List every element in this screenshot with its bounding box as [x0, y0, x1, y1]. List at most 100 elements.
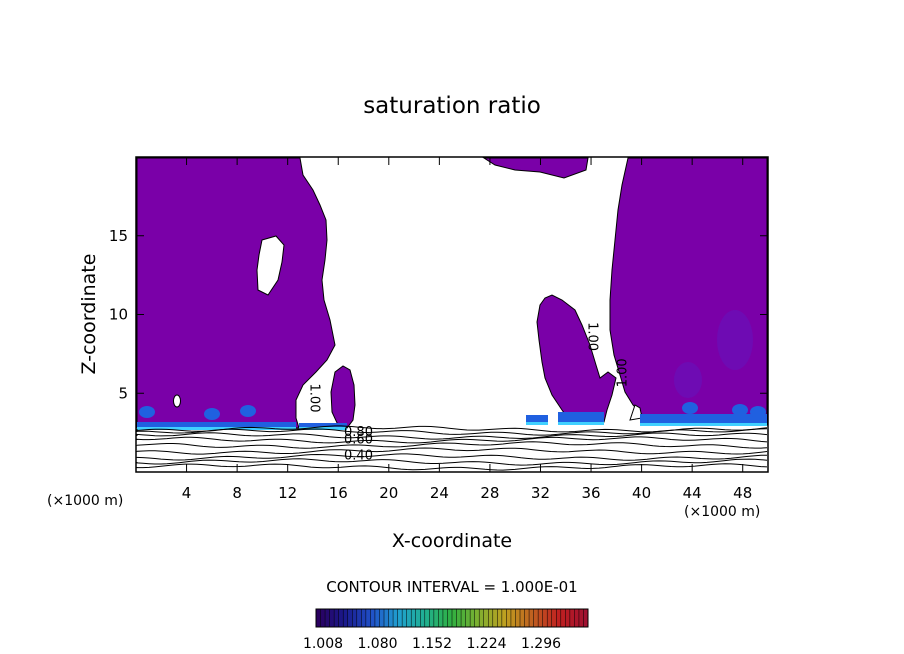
colorbar-swatch [452, 609, 457, 627]
x-tick-label: 20 [379, 484, 398, 502]
colorbar-swatch [465, 609, 471, 627]
colorbar-swatch [474, 609, 480, 627]
colorbar-swatch [411, 609, 417, 627]
colorbar-swatch [501, 609, 507, 627]
colorbar-swatch [397, 609, 403, 627]
colorbar-swatch [488, 609, 494, 627]
contour-line [136, 463, 768, 471]
contour-label: 0.40 [344, 448, 373, 463]
contour-labels: 1.00 1.00 1.00 0.800.600.40 [306, 322, 630, 463]
x-tick-label: 28 [480, 484, 499, 502]
x-tick-label: 36 [581, 484, 600, 502]
chart-title: saturation ratio [363, 93, 541, 119]
x-unit-label-left: (×1000 m) [47, 493, 123, 509]
colorbar-swatch [524, 609, 530, 627]
fill-region-top [482, 157, 589, 179]
colorbar-swatch [325, 609, 330, 627]
colorbar-labels: 1.008 1.080 1.152 1.224 1.296 [303, 636, 561, 652]
x-tick-label: 44 [683, 484, 702, 502]
x-tick-label: 48 [733, 484, 752, 502]
colorbar-swatch [316, 609, 321, 627]
contour-label: 1.00 [615, 358, 630, 387]
contour-line [136, 441, 768, 449]
band-blob [750, 406, 766, 418]
colorbar-swatch [347, 609, 353, 627]
colorbar-swatch [429, 609, 435, 627]
colorbar-swatch [352, 609, 358, 627]
shade-patch [717, 310, 753, 370]
colorbar-swatch [533, 609, 539, 627]
band-blob [732, 404, 748, 416]
band-highlight [526, 422, 548, 425]
colorbar-frame [315, 608, 589, 628]
colorbar-swatch [556, 609, 562, 627]
plot-area: 1.001.001.000.800.600.40 4 8 12 16 20 24 28 32 3… [109, 156, 769, 502]
colorbar-label: 1.296 [521, 636, 561, 652]
fill-region-mid [536, 294, 617, 425]
colorbar-swatch [538, 609, 543, 627]
colorbar-swatch [320, 609, 326, 627]
colorbar-swatch [384, 609, 389, 627]
colorbar-swatch [542, 609, 548, 627]
colorbar-swatch [497, 609, 503, 627]
colorbar-swatch [456, 609, 462, 627]
contour-label: 1.00 [306, 384, 321, 413]
colorbar-label: 1.008 [303, 636, 343, 652]
y-axis-label: Z-coordinate [78, 254, 100, 375]
colorbar-swatch [343, 609, 349, 627]
band-segment [137, 422, 296, 430]
band-blob [240, 405, 256, 417]
colorbar-swatch [560, 609, 566, 627]
colorbar-swatch [438, 609, 444, 627]
contour-line [136, 447, 768, 455]
colorbar-swatch [578, 609, 584, 627]
contour-line [136, 436, 768, 444]
fill-region-small [330, 365, 356, 429]
contour-line [136, 458, 768, 466]
x-axis-ticks: 4 8 12 16 20 24 28 32 36 40 44 48 [182, 157, 752, 502]
colorbar-swatch [479, 609, 485, 627]
band-highlight [137, 427, 296, 430]
band-segment [526, 415, 548, 425]
band-highlight [299, 427, 347, 430]
colorbar-label: 1.224 [466, 636, 506, 652]
contour-line [136, 428, 768, 436]
colorbar-swatch [388, 609, 394, 627]
colorbar-swatch [420, 609, 426, 627]
shade-patch [674, 362, 702, 398]
colorbar-swatch [374, 609, 380, 627]
x-tick-label: 16 [329, 484, 348, 502]
contour-lines [136, 425, 768, 471]
colorbar-swatch [433, 609, 439, 627]
band-segment [558, 412, 604, 425]
colorbar-swatch [565, 609, 571, 627]
y-axis-ticks: 5 10 15 [109, 227, 768, 402]
colorbar-swatch [510, 609, 516, 627]
colorbar-swatch [447, 609, 453, 627]
colorbar-swatch [574, 609, 580, 627]
y-tick-label: 5 [118, 384, 128, 402]
x-tick-label: 4 [182, 484, 192, 502]
colorbar-swatch [529, 609, 534, 627]
colorbar-swatch [361, 609, 367, 627]
x-tick-label: 24 [430, 484, 449, 502]
clear-region-hole [256, 235, 285, 296]
y-tick-label: 10 [109, 306, 128, 324]
x-tick-label: 32 [531, 484, 550, 502]
contour-label: 0.60 [344, 433, 373, 448]
colorbar-swatch [506, 609, 512, 627]
band-highlight [558, 422, 604, 425]
saturation-fill-regions [136, 157, 768, 429]
contour-line [136, 432, 768, 440]
contour-label: 1.00 [585, 322, 600, 351]
y-tick-label: 15 [109, 227, 128, 245]
colorbar-swatch [547, 609, 553, 627]
x-tick-label: 8 [232, 484, 242, 502]
colorbar-swatch [379, 609, 385, 627]
fill-region-left [136, 157, 336, 429]
colorbar-swatch [370, 609, 376, 627]
colorbar-swatch [515, 609, 521, 627]
colorbar-swatch [329, 609, 335, 627]
colorbar-swatch [402, 609, 407, 627]
